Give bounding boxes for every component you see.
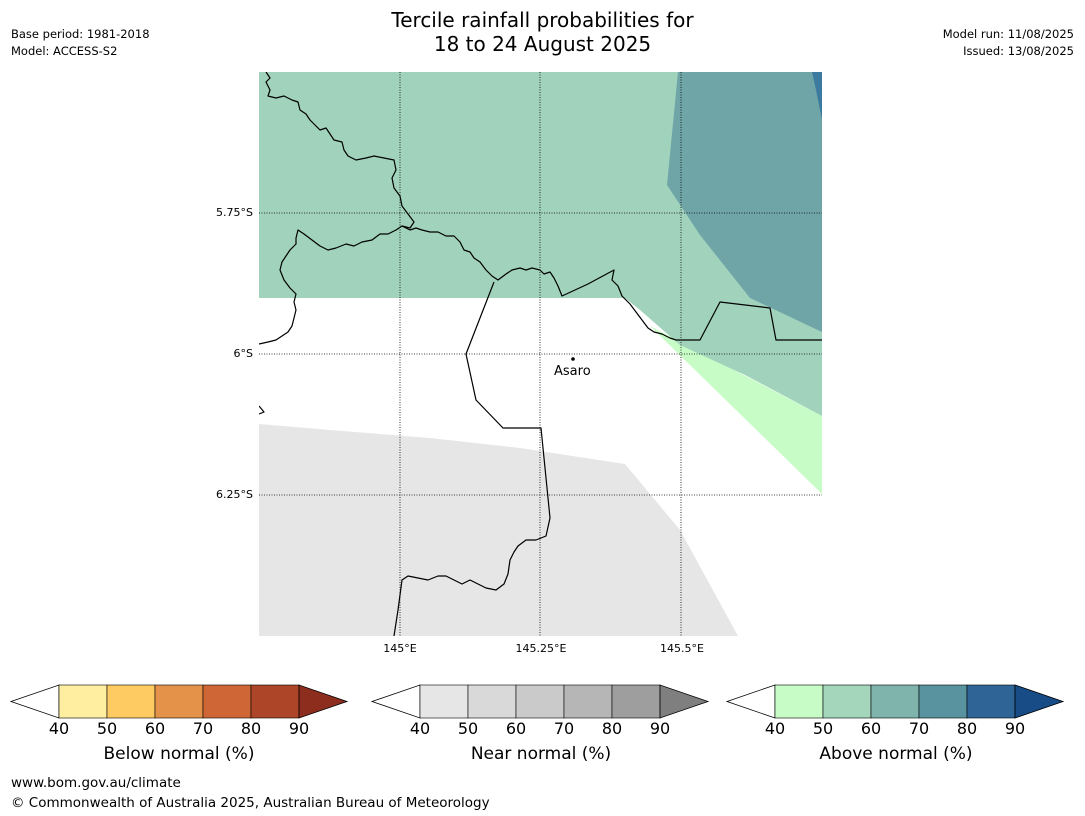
map-canvas [259,72,822,636]
cb1-tick-90: 90 [649,719,671,738]
colorbar-title-above-normal: Above normal (%) [819,744,973,764]
model-run-text: Model run: 11/08/2025 [942,27,1074,41]
title-line-2: 18 to 24 August 2025 [433,32,652,56]
town-marker [571,357,575,361]
above-normal-40-region [650,326,822,494]
meta-left: Base period: 1981-2018 Model: ACCESS-S2 [11,26,150,60]
lon-label-145e: 145°E [383,642,417,655]
map-title: Tercile rainfall probabilities for 18 to… [0,8,1085,56]
cb1-tick-60: 60 [505,719,527,738]
cb2-tick-80: 80 [956,719,978,738]
issued-text: Issued: 13/08/2025 [963,44,1074,58]
colorbar-segment [106,684,156,719]
colorbar-title-near-normal: Near normal (%) [470,744,612,764]
colorbar-lower-extension [370,684,421,719]
colorbar-segment [419,684,469,719]
cb2-tick-60: 60 [860,719,882,738]
colorbar-segment [822,684,872,719]
place-label-asaro: Asaro [554,364,591,379]
colorbar-segment [58,684,108,719]
footer-copyright: © Commonwealth of Australia 2025, Austra… [11,795,490,811]
lon-label-145-5e: 145.5°E [660,642,704,655]
colorbars [9,684,1065,719]
meta-right: Model run: 11/08/2025 Issued: 13/08/2025 [943,26,1074,60]
colorbar-above-normal [725,684,1065,719]
cb1-tick-40: 40 [409,719,431,738]
colorbar-segment [202,684,252,719]
cb0-tick-60: 60 [144,719,166,738]
cb2-tick-90: 90 [1004,719,1026,738]
base-period-text: Base period: 1981-2018 [11,27,150,41]
colorbar-segment [611,684,661,719]
colorbar-below-normal [9,684,349,719]
lat-label-6s: 6°S [233,347,253,360]
footer-url: www.bom.gov.au/climate [11,775,181,791]
colorbar-segment [563,684,613,719]
near-normal-region [259,424,738,636]
colorbar-segment [154,684,204,719]
cb0-tick-80: 80 [240,719,262,738]
above-normal-70-region [812,72,822,120]
cb2-tick-70: 70 [908,719,930,738]
colorbar-near-normal [370,684,710,719]
title-line-1: Tercile rainfall probabilities for [391,8,694,32]
cb2-tick-40: 40 [764,719,786,738]
lon-label-145-25e: 145.25°E [515,642,567,655]
cb0-tick-90: 90 [288,719,310,738]
colorbar-upper-extension [1014,684,1065,719]
colorbar-segment [467,684,517,719]
colorbar-lower-extension [9,684,60,719]
colorbar-title-below-normal: Below normal (%) [103,744,255,764]
colorbar-segment [250,684,300,719]
colorbar-lower-extension [725,684,776,719]
cb0-tick-40: 40 [48,719,70,738]
province-boundaries [259,72,822,636]
colorbar-segment [918,684,968,719]
cb0-tick-70: 70 [192,719,214,738]
colorbar-segment [515,684,565,719]
colorbar-upper-extension [298,684,349,719]
cb1-tick-50: 50 [457,719,479,738]
colorbar-segment [966,684,1016,719]
cb0-tick-50: 50 [96,719,118,738]
cb1-tick-70: 70 [553,719,575,738]
above-normal-60-region [667,72,822,332]
colorbar-segment [870,684,920,719]
colorbar-segment [774,684,824,719]
model-text: Model: ACCESS-S2 [11,44,118,58]
cb2-tick-50: 50 [812,719,834,738]
colorbar-upper-extension [659,684,710,719]
gridlines [259,72,822,636]
cb1-tick-80: 80 [601,719,623,738]
lat-label-6-25s: 6.25°S [216,488,253,501]
lat-label-5-75s: 5.75°S [216,206,253,219]
